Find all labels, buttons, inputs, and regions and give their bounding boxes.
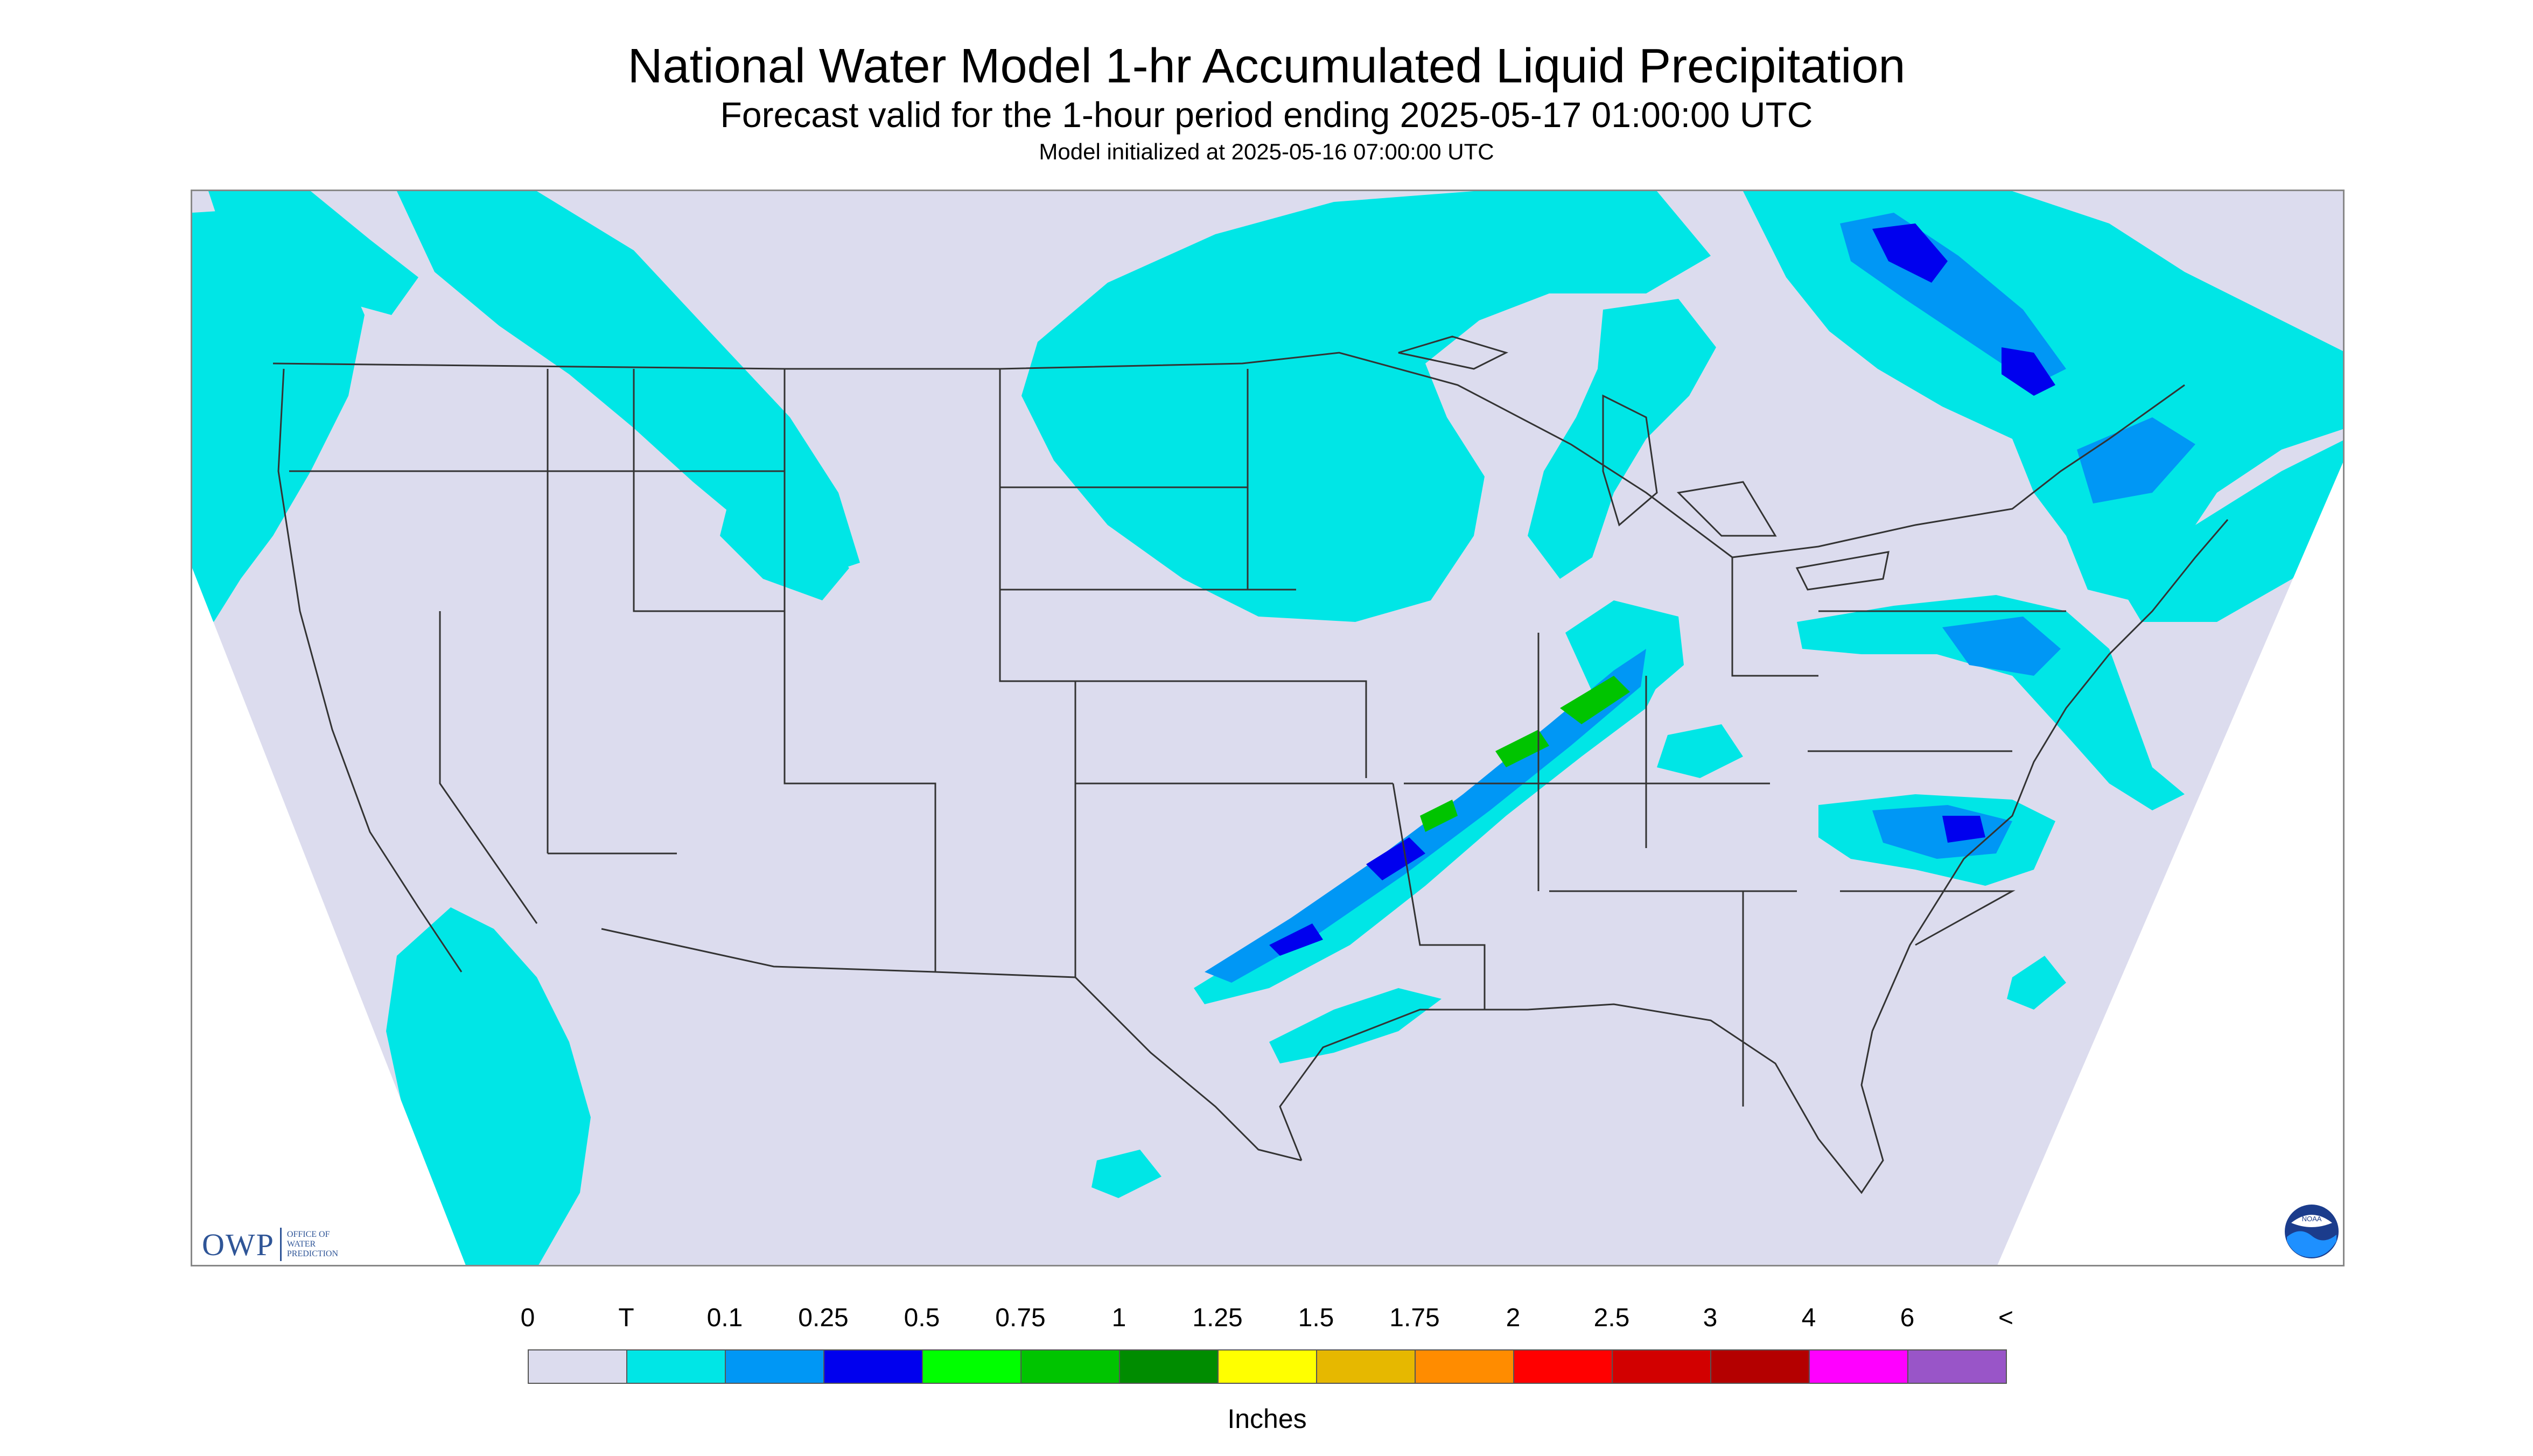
owp-office-text: OFFICE OF WATER PREDICTION: [287, 1230, 338, 1259]
legend-label: 1.25: [1192, 1304, 1243, 1332]
legend-swatch: [725, 1349, 824, 1384]
east-coast: [1871, 519, 2229, 1032]
legend-swatch: [1020, 1349, 1120, 1384]
heavy-precip-group: [1420, 676, 1630, 832]
moderate-precip-group: [1269, 223, 2055, 956]
legend-swatch: [1612, 1349, 1711, 1384]
northeast-quebec-band: [1743, 191, 2343, 600]
squall-blue-a: [1366, 837, 1425, 880]
legend-label: 2: [1506, 1304, 1521, 1332]
owp-separator: [279, 1228, 282, 1261]
atlantic-offshore-band: [2109, 439, 2343, 622]
legend-swatch: [1217, 1349, 1317, 1384]
legend-label: T: [618, 1304, 634, 1332]
quebec-heavy-b: [2002, 347, 2055, 396]
gulf-coast: [1279, 1003, 1884, 1194]
owp-line-1: OFFICE OF: [286, 1230, 330, 1239]
legend-label: 1.5: [1298, 1304, 1334, 1332]
upper-midwest-comma-shield: [1021, 191, 1711, 622]
legend-units-label: Inches: [1227, 1404, 1307, 1434]
legend-label: 3: [1703, 1304, 1718, 1332]
legend-swatch: [1710, 1349, 1810, 1384]
noaa-text: NOAA: [2302, 1215, 2322, 1223]
squall-green-c: [1420, 800, 1458, 832]
legend-swatch: [626, 1349, 726, 1384]
squall-green-b: [1495, 730, 1549, 767]
mexico-scattered: [1091, 1150, 1161, 1198]
state-line-e: [418, 470, 785, 924]
gulf-coast-band: [1269, 988, 1442, 1063]
state-line-d: [1731, 557, 2066, 1107]
legend-label: 2.5: [1593, 1304, 1630, 1332]
legend-label: 0.25: [798, 1304, 849, 1332]
legend-swatch: [1415, 1349, 1514, 1384]
map-title: National Water Model 1-hr Accumulated Li…: [627, 39, 1906, 93]
carolina-blue: [1942, 816, 1985, 843]
map-canvas: [192, 191, 2343, 1265]
tennessee-band: [1657, 724, 1743, 778]
quebec-heavy: [1872, 223, 1948, 283]
ohio-valley-band: [1565, 600, 1684, 697]
legend-label: <: [1998, 1304, 2014, 1332]
precip-layer: [192, 191, 2343, 1265]
squall-blue-b: [1269, 923, 1323, 956]
northern-maine-core: [2077, 417, 2195, 503]
boundary-lines: [272, 335, 2229, 1194]
legend-swatch: [1316, 1349, 1416, 1384]
squall-line-core: [1205, 649, 1646, 983]
noaa-logo-icon: NOAA: [2285, 1205, 2339, 1258]
legend-swatch: [1119, 1349, 1219, 1384]
owp-logo: OWP OFFICE OF WATER PREDICTION: [202, 1223, 338, 1265]
mexico-us-border: [601, 928, 1302, 1161]
state-line-b: [1000, 369, 1393, 785]
legend-swatch: [823, 1349, 923, 1384]
owp-line-3: PREDICTION: [286, 1249, 338, 1258]
legend-label: 0.5: [904, 1304, 940, 1332]
color-legend: 0 T 0.1 0.25 0.5 0.75 1 1.25 1.5 1.75 2 2.5 3 4 6 < Inc…: [521, 1303, 2013, 1434]
legend-label: 0: [520, 1304, 535, 1332]
northwest-coast-band: [192, 207, 365, 622]
northern-rockies-band: [397, 191, 860, 579]
canada-us-border: [272, 352, 2185, 558]
model-init-text: Model initialized at 2025-05-16 07:00:00…: [1039, 139, 1494, 164]
legend-label: 4: [1801, 1304, 1816, 1332]
legend-label: 0.75: [995, 1304, 1046, 1332]
legend-swatch: [1513, 1349, 1613, 1384]
legend-label: 1.75: [1389, 1304, 1440, 1332]
legend-swatch: [528, 1349, 627, 1384]
squall-green-a: [1560, 676, 1630, 724]
legend-label: 0.1: [706, 1304, 743, 1332]
legend-label: 1: [1111, 1304, 1126, 1332]
great-lakes-arm: [1528, 299, 1716, 579]
owp-wordmark: OWP: [202, 1227, 275, 1262]
precip-map: OWP OFFICE OF WATER PREDICTION NOAA: [191, 190, 2345, 1266]
northwest-upper-band: [208, 191, 418, 315]
southern-california-offshore: [386, 907, 591, 1265]
legend-label: 6: [1900, 1304, 1915, 1332]
legend-swatch: [1809, 1349, 1908, 1384]
state-line-c: [1392, 633, 1797, 1010]
mid-atlantic-core: [1942, 617, 2061, 676]
legend-swatch: [922, 1349, 1021, 1384]
owp-line-2: WATER: [286, 1240, 316, 1249]
west-coast: [277, 368, 463, 972]
legend-swatch: [1907, 1349, 2007, 1384]
mid-atlantic-band: [1797, 595, 2185, 810]
map-subtitle: Forecast valid for the 1-hour period end…: [720, 95, 1813, 135]
great-lakes-outline: [1398, 335, 1890, 591]
west-atlantic-scatter: [2007, 956, 2066, 1010]
